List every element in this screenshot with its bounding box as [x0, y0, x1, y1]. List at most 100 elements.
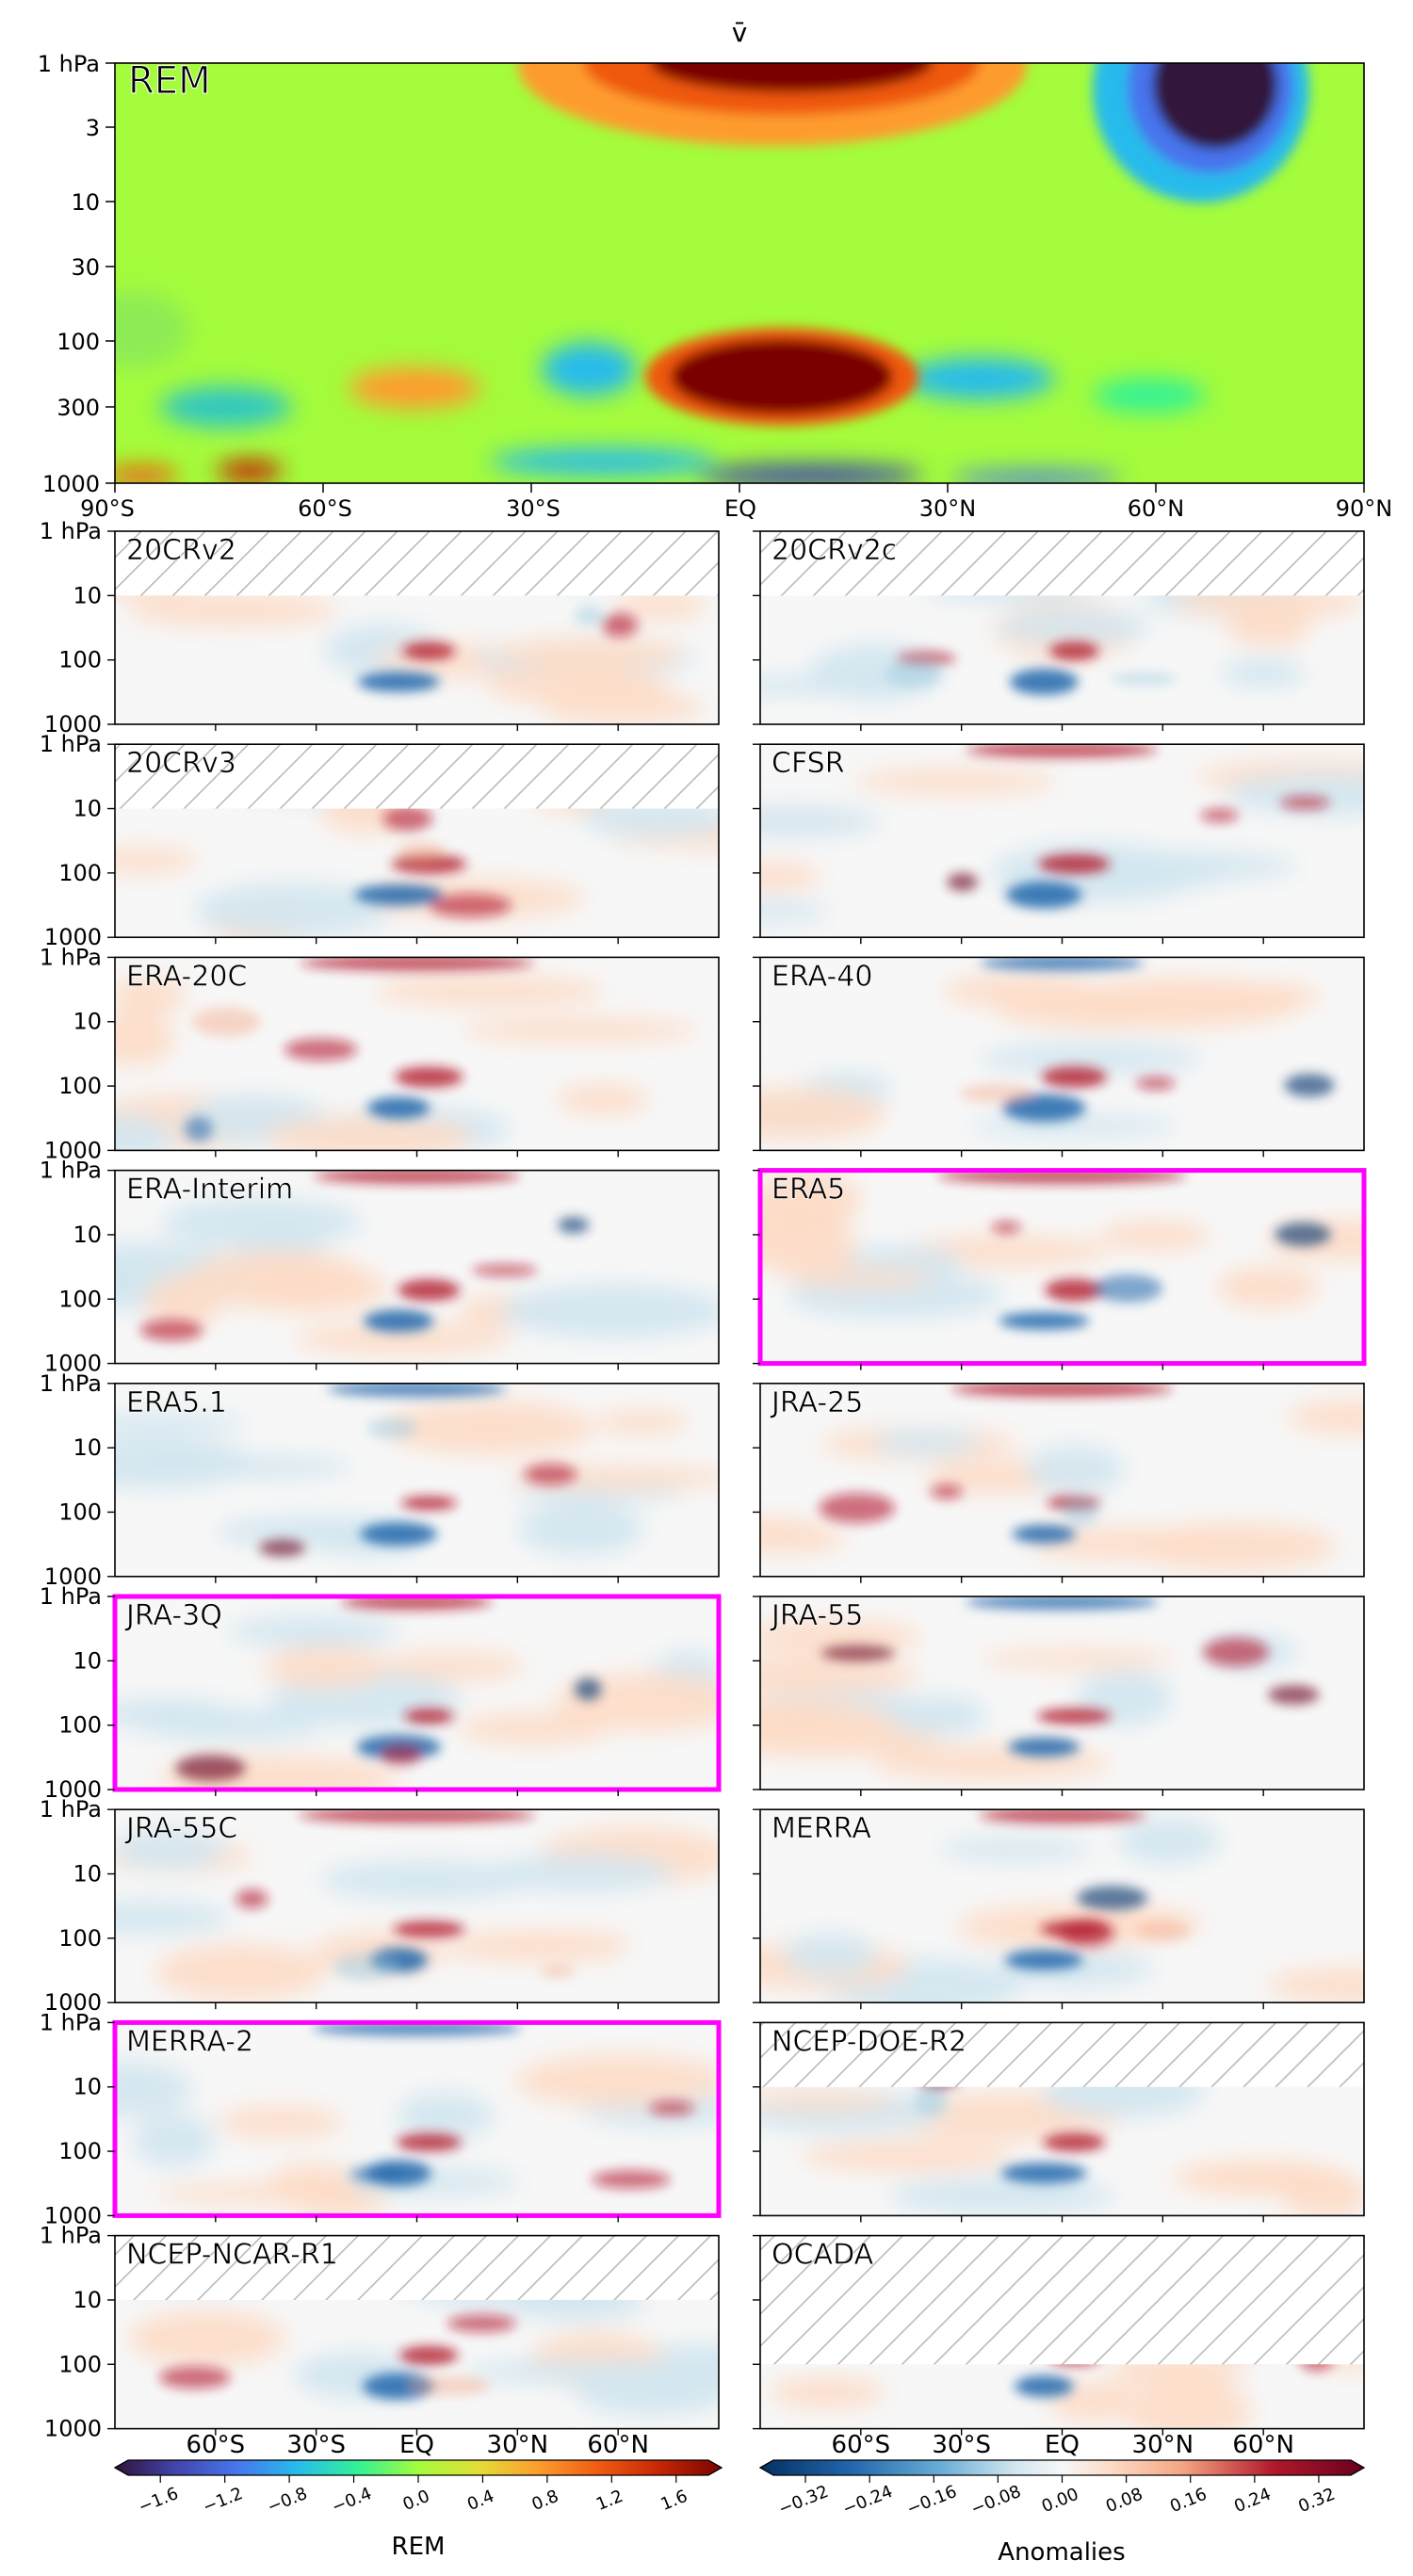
- panel-label: 20CRv3: [126, 747, 236, 780]
- panel-era-40: ERA-40: [753, 956, 1365, 1158]
- panel-label: MERRA-2: [126, 2025, 253, 2058]
- y-tick-label: 10: [73, 1434, 102, 1461]
- missing-data-hatch: [115, 2235, 719, 2300]
- anomaly-field: [760, 957, 1364, 1151]
- panel-20crv3: 20CRv3 1 hPa 10 100 1000: [40, 731, 720, 950]
- panel-label: ERA-40: [771, 960, 872, 993]
- y-tick-label: 1 hPa: [40, 518, 102, 544]
- panel-label: ERA5: [771, 1174, 845, 1207]
- rem-y-tick: 30: [71, 254, 100, 281]
- colorbar-tick-label: −0.16: [904, 2482, 960, 2519]
- y-tick-label: 100: [58, 2351, 102, 2377]
- panel-cfsr: CFSR: [753, 743, 1365, 945]
- rem-y-ticks: 1 hPa 3 10 30 100 300 1000: [38, 51, 115, 497]
- y-tick-label: 1 hPa: [40, 1370, 102, 1397]
- panel-jra-55c: JRA-55C 1 hPa 10 100 1000: [40, 1796, 720, 2016]
- bottom-x-tick: 30°S: [286, 2431, 346, 2459]
- bottom-x-tick: 30°S: [932, 2431, 991, 2459]
- anomaly-field: [115, 2022, 719, 2216]
- colorbar-tick-label: 0.08: [1103, 2485, 1145, 2517]
- missing-data-hatch: [760, 2235, 1364, 2365]
- colorbar-tick-label: 0.32: [1295, 2485, 1338, 2517]
- rem-y-tick: 10: [71, 189, 100, 216]
- missing-data-hatch: [760, 2022, 1364, 2087]
- bottom-x-tick: 30°N: [1132, 2431, 1194, 2459]
- anomaly-field: [760, 1596, 1364, 1790]
- anomaly-field: [115, 1383, 719, 1577]
- colorbar-tick-label: −0.32: [775, 2482, 831, 2519]
- y-tick-label: 100: [58, 1286, 102, 1312]
- anomaly-field: [760, 1809, 1364, 2003]
- y-tick-label: 1000: [44, 2202, 102, 2228]
- anomaly-field: [115, 957, 719, 1151]
- panel-ncep-ncar-r1: NCEP-NCAR-R1 1 hPa 10 100 1000: [40, 2223, 720, 2442]
- rem-x-tick: 90°N: [1336, 495, 1393, 522]
- bottom-x-tick: 60°S: [832, 2431, 891, 2459]
- y-tick-label: 1000: [44, 711, 102, 737]
- y-tick-label: 10: [73, 1861, 102, 1887]
- colorbar-tick-label: −0.8: [265, 2484, 310, 2518]
- panel-era5: ERA5: [753, 1168, 1367, 1370]
- panel-era-interim: ERA-Interim 1 hPa 10 100 1000: [40, 1158, 720, 1377]
- bottom-x-tick: EQ: [1045, 2431, 1080, 2459]
- panel-era-20c: ERA-20C 1 hPa 10 100 1000: [40, 944, 720, 1163]
- panel-20crv2: 20CRv2 1 hPa 10 100 1000: [40, 518, 720, 737]
- colorbar-tick-label: −0.24: [840, 2482, 896, 2519]
- y-tick-label: 10: [73, 1009, 102, 1035]
- y-tick-label: 10: [73, 582, 102, 608]
- panel-label: CFSR: [771, 747, 845, 780]
- main-title: v̄: [732, 17, 748, 48]
- y-tick-label: 10: [73, 1647, 102, 1674]
- rem-colorbar-label: REM: [392, 2533, 446, 2561]
- rem-x-tick: 60°S: [298, 495, 352, 522]
- rem-colorbar-ticks: −1.6 −1.2 −0.8 −0.4 0.0 0.4 0.8 1.2 1.6: [136, 2475, 690, 2518]
- panel-label: NCEP-DOE-R2: [771, 2025, 966, 2058]
- y-tick-label: 100: [58, 860, 102, 886]
- rem-colorbar: −1.6 −1.2 −0.8 −0.4 0.0 0.4 0.8 1.2 1.6 REM: [113, 2459, 723, 2561]
- bottom-x-tick: 30°N: [487, 2431, 549, 2459]
- y-tick-label: 10: [73, 1222, 102, 1248]
- y-tick-label: 1000: [44, 924, 102, 950]
- rem-x-tick: 30°N: [919, 495, 977, 522]
- y-tick-label: 100: [58, 1073, 102, 1099]
- panel-label: 20CRv2c: [771, 534, 897, 567]
- y-tick-label: 100: [58, 1925, 102, 1952]
- anomaly-field: [115, 1809, 719, 2003]
- panel-label: JRA-55C: [124, 1812, 237, 1845]
- panel-label: NCEP-NCAR-R1: [126, 2239, 338, 2272]
- colorbar-tick-label: 0.24: [1231, 2485, 1274, 2517]
- panel-label: MERRA: [771, 1812, 871, 1845]
- panel-ncep-doe-r2: NCEP-DOE-R2: [753, 2021, 1365, 2223]
- panel-label: JRA-55: [770, 1599, 863, 1632]
- bottom-x-tick: 60°S: [187, 2431, 246, 2459]
- y-tick-label: 1 hPa: [40, 2223, 102, 2249]
- rem-x-tick: EQ: [724, 495, 756, 522]
- y-tick-label: 1000: [44, 1989, 102, 2016]
- panel-label: ERA-Interim: [126, 1174, 293, 1207]
- anomalies-colorbar: −0.32 −0.24 −0.16 −0.08 0.00 0.08 0.16 0.24 0.32…: [758, 2459, 1366, 2567]
- panel-label: JRA-25: [770, 1386, 863, 1419]
- y-tick-label: 1 hPa: [40, 1158, 102, 1184]
- y-tick-label: 10: [73, 2287, 102, 2313]
- rem-x-tick: 90°S: [80, 495, 135, 522]
- y-tick-label: 100: [58, 647, 102, 673]
- colorbar-tick-label: 1.2: [593, 2487, 625, 2515]
- panel-label: OCADA: [771, 2239, 874, 2272]
- rem-y-tick: 100: [57, 329, 100, 355]
- y-tick-label: 1 hPa: [40, 2009, 102, 2035]
- rem-field: [115, 63, 1364, 483]
- panel-jra-3q: JRA-3Q 1 hPa 10 100 1000: [40, 1583, 722, 1803]
- colorbar-tick-label: −1.2: [200, 2484, 245, 2518]
- colorbar-tick-label: 0.00: [1039, 2485, 1081, 2517]
- bottom-x-tick: 60°N: [587, 2431, 649, 2459]
- panel-merra-2: MERRA-2 1 hPa 10 100 1000: [40, 2009, 722, 2228]
- rem-panel-label: REM: [128, 59, 211, 103]
- y-tick-label: 1000: [44, 1776, 102, 1803]
- colorbar-tick-label: 0.16: [1167, 2485, 1210, 2517]
- y-tick-label: 10: [73, 796, 102, 822]
- panel-ocada: OCADA: [753, 2234, 1365, 2436]
- panel-label: ERA5.1: [126, 1386, 227, 1419]
- anomaly-field: [760, 1383, 1364, 1577]
